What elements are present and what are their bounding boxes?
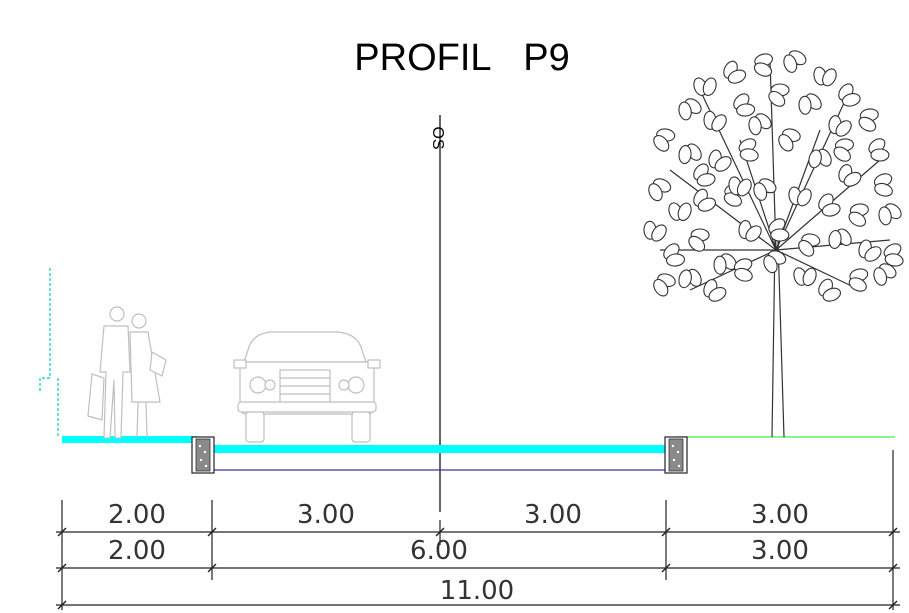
leaf-icon: [768, 83, 790, 107]
leaf-icon: [738, 220, 762, 242]
leaf-icon: [728, 176, 752, 197]
curb-left-icon: [191, 436, 215, 474]
profile-title: PROFIL P9: [354, 37, 569, 79]
leaf-icon: [848, 203, 869, 227]
leaf-icon: [748, 113, 772, 136]
leaf-icon: [813, 66, 837, 87]
leaf-icon: [783, 50, 807, 73]
leaf-icon: [763, 250, 787, 274]
leaf-icon: [678, 143, 702, 165]
leaf-icon: [738, 138, 759, 162]
dim-ticks: [57, 527, 898, 610]
leaf-icon: [693, 163, 716, 187]
leaf-icon: [818, 193, 841, 217]
dim-label-lane-right: 3.00: [524, 500, 582, 530]
leaf-icon: [688, 228, 710, 252]
leaf-icon: [723, 60, 747, 84]
leaf-icon: [873, 263, 897, 286]
leaf-icon: [838, 83, 861, 107]
building-line: [39, 268, 59, 438]
leaf-icon: [648, 178, 672, 202]
leaf-icon: [818, 278, 842, 302]
leaf-icon: [678, 98, 702, 121]
road-pavement: [210, 445, 666, 453]
leaf-icon: [848, 268, 869, 292]
leaf-icon: [753, 53, 773, 77]
leaf-icon: [833, 138, 855, 162]
curb-right-icon: [664, 436, 688, 474]
leaf-icon: [788, 186, 812, 207]
leaf-icon: [703, 278, 727, 302]
leaf-icon: [868, 138, 890, 162]
tree-icon: [643, 50, 904, 438]
leaf-icon: [808, 148, 832, 169]
leaf-icon: [703, 110, 727, 132]
leaf-icon: [753, 178, 777, 201]
car-icon: [233, 331, 381, 443]
leaf-icon: [713, 253, 737, 275]
dim-label-overall: 11.00: [440, 576, 514, 606]
leaf-icon: [733, 93, 756, 117]
dim-label-green: 3.00: [751, 500, 809, 530]
leaf-icon: [653, 128, 676, 152]
sidewalk-pavement: [62, 436, 197, 443]
leaf-icon: [878, 203, 902, 226]
leaf-icon: [663, 243, 686, 267]
leaf-icon: [883, 243, 904, 267]
leaf-icon: [693, 77, 717, 96]
leaf-icon: [733, 258, 753, 282]
leaf-icon: [708, 149, 732, 172]
dim-label-lane-left: 3.00: [297, 500, 355, 530]
leaf-icon: [858, 108, 879, 132]
leaf-icon: [798, 93, 822, 115]
pedestrians-icon: [87, 306, 167, 439]
leaf-icon: [798, 233, 821, 257]
dim-label-road-total: 6.00: [410, 536, 468, 566]
leaf-icon: [693, 188, 717, 212]
leaf-icon: [828, 115, 852, 137]
leaf-icon: [858, 239, 882, 262]
leaf-icon: [873, 173, 893, 197]
dim-label-green-total: 3.00: [751, 536, 809, 566]
leaf-icon: [668, 202, 692, 222]
leaf-icon: [678, 268, 702, 289]
leaf-icon: [778, 128, 801, 152]
leaf-icon: [653, 273, 676, 297]
leaf-icon: [768, 218, 790, 242]
leaf-icon: [828, 228, 852, 250]
leaf-icon: [793, 267, 817, 287]
dim-label-sidewalk-total: 2.00: [108, 536, 166, 566]
dim-label-sidewalk: 2.00: [108, 500, 166, 530]
leaf-icon: [643, 220, 667, 242]
dimension-chain: 2.00 3.00 3.00 3.00 2.00 6.00 3.00 11.00: [56, 450, 900, 610]
center-axis-label: OS: [429, 126, 446, 149]
leaf-icon: [838, 164, 862, 187]
